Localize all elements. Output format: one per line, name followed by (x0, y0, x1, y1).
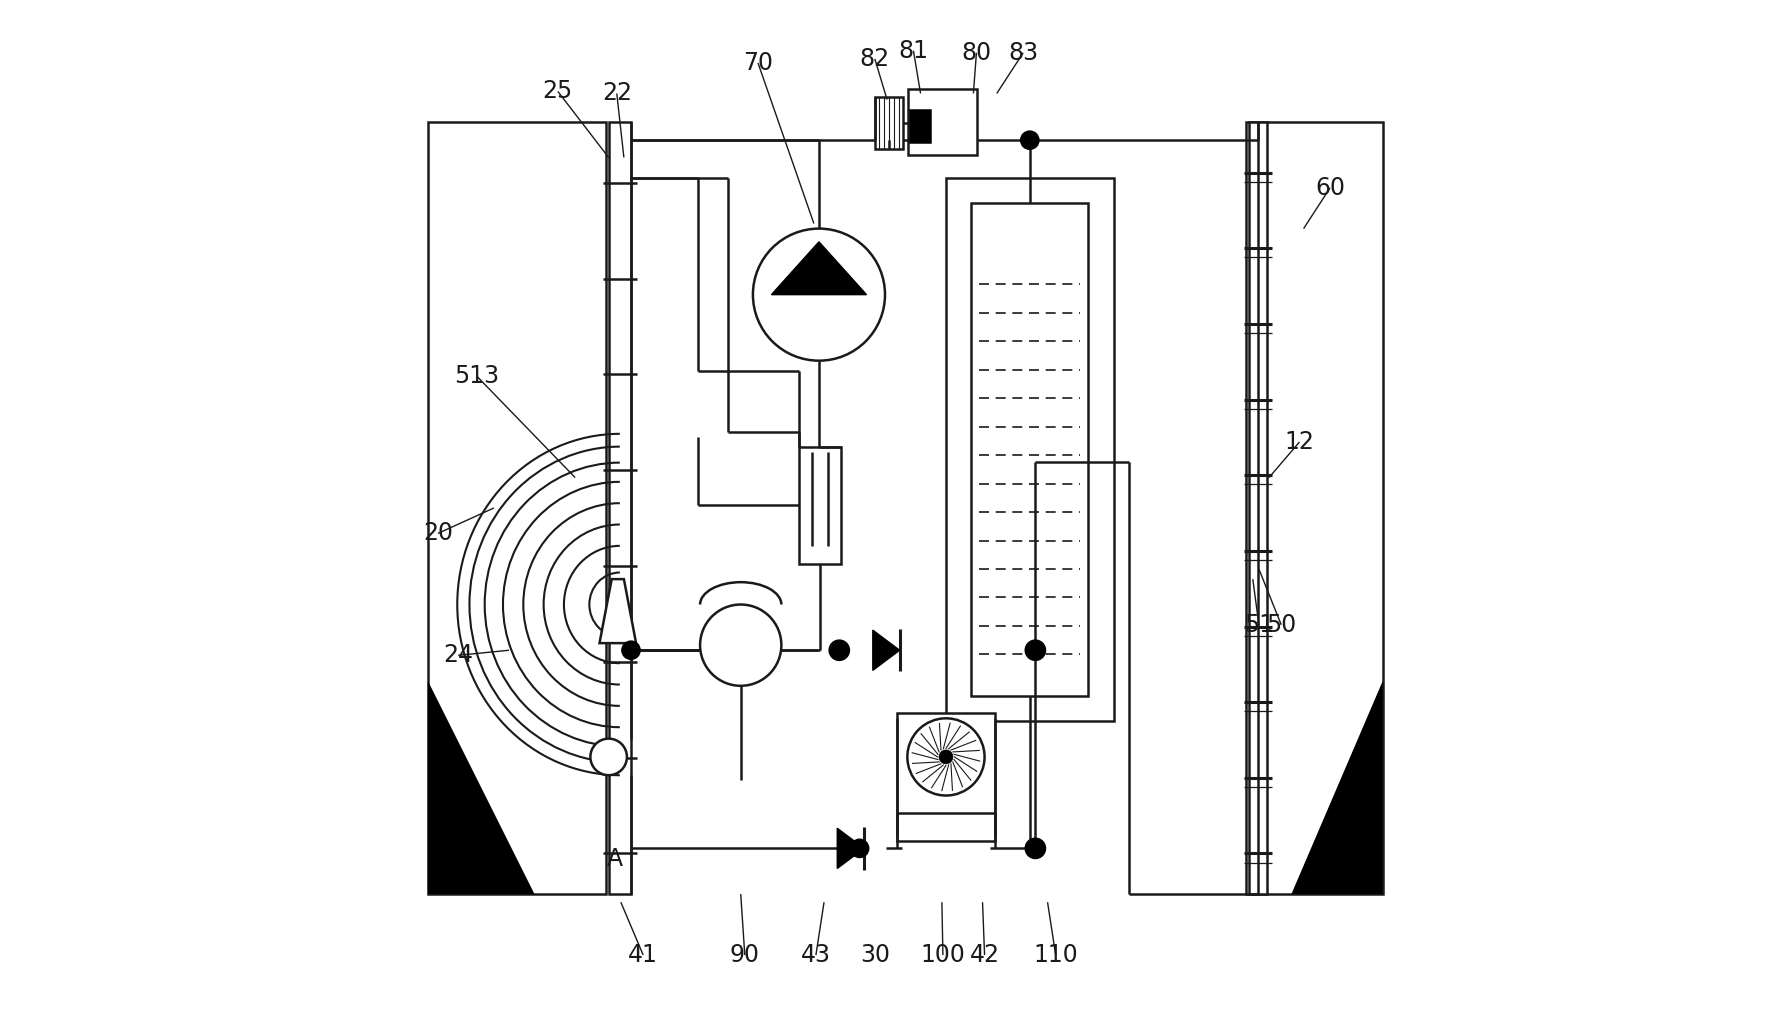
Text: 22: 22 (602, 81, 632, 106)
Bar (908, 89, 977, 155)
Bar (910, 110, 929, 142)
Text: 82: 82 (860, 47, 890, 71)
Bar (428, 122, 605, 894)
Bar (609, 122, 630, 894)
Text: A: A (607, 846, 623, 871)
Polygon shape (837, 828, 864, 869)
Text: 50: 50 (1266, 613, 1296, 637)
Text: 42: 42 (970, 943, 1000, 967)
Polygon shape (600, 579, 635, 643)
Circle shape (908, 718, 984, 796)
Text: 41: 41 (628, 943, 658, 967)
Circle shape (850, 839, 869, 858)
Text: 24: 24 (442, 643, 473, 668)
Bar (798, 447, 841, 564)
Bar (945, 178, 1113, 721)
Bar (972, 203, 1089, 696)
Text: 60: 60 (1315, 176, 1345, 200)
Text: 30: 30 (860, 943, 890, 967)
Circle shape (752, 229, 885, 361)
Circle shape (701, 605, 781, 686)
Text: 100: 100 (920, 943, 965, 967)
Circle shape (940, 750, 952, 764)
Circle shape (1025, 838, 1046, 859)
Text: 20: 20 (423, 521, 453, 546)
Polygon shape (1292, 681, 1382, 894)
Text: 513: 513 (455, 364, 499, 388)
Bar (1248, 122, 1267, 894)
Bar (874, 97, 903, 149)
Bar (897, 713, 995, 841)
Text: 43: 43 (800, 943, 830, 967)
Circle shape (591, 739, 627, 775)
Text: 25: 25 (543, 79, 573, 104)
Text: 51: 51 (1244, 613, 1274, 637)
Polygon shape (873, 630, 899, 671)
Circle shape (1021, 131, 1039, 149)
Polygon shape (772, 242, 867, 295)
Bar (1246, 122, 1382, 894)
Text: 81: 81 (899, 39, 929, 63)
Text: 70: 70 (743, 51, 773, 75)
Text: 12: 12 (1285, 430, 1315, 454)
Text: 110: 110 (1034, 943, 1078, 967)
Text: 80: 80 (961, 41, 991, 65)
Text: 83: 83 (1009, 41, 1039, 65)
Circle shape (1025, 640, 1046, 660)
Text: 90: 90 (729, 943, 759, 967)
Polygon shape (428, 681, 535, 894)
Circle shape (621, 641, 641, 659)
Circle shape (828, 640, 850, 660)
